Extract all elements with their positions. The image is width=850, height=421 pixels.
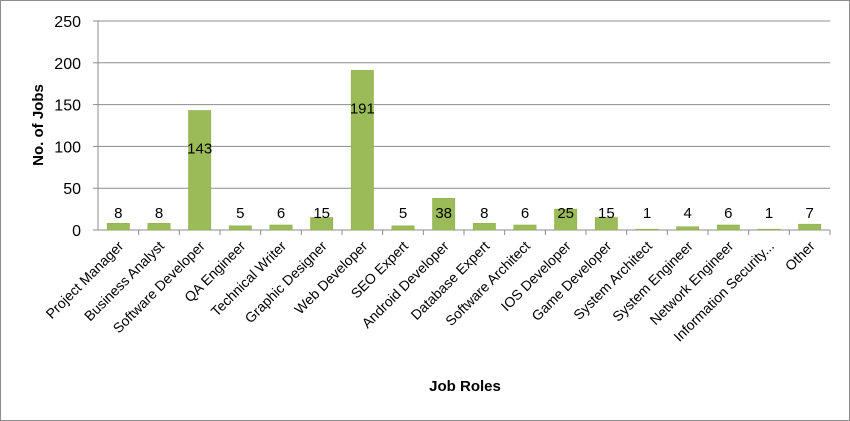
bar bbox=[228, 225, 252, 231]
data-label: 15 bbox=[313, 205, 330, 222]
data-label: 8 bbox=[114, 205, 122, 222]
bar bbox=[310, 217, 334, 231]
data-label: 8 bbox=[155, 205, 163, 222]
bar bbox=[594, 217, 618, 231]
bar bbox=[716, 224, 740, 231]
y-axis: 0 50 100 150 200 250 bbox=[54, 14, 99, 240]
data-label: 6 bbox=[277, 205, 285, 222]
data-label: 1 bbox=[765, 205, 773, 222]
data-label: 143 bbox=[187, 140, 212, 157]
data-label: 5 bbox=[399, 205, 407, 222]
bars bbox=[106, 70, 822, 231]
y-axis-title: No. of Jobs bbox=[30, 84, 47, 166]
bar bbox=[432, 197, 456, 231]
data-label: 6 bbox=[521, 205, 529, 222]
bar bbox=[188, 110, 212, 231]
data-label: 1 bbox=[643, 205, 651, 222]
data-labels: 8 8 143 5 6 15 191 5 38 8 6 25 15 1 4 6 1 7 bbox=[114, 100, 814, 222]
bar bbox=[350, 70, 374, 231]
data-label: 15 bbox=[598, 205, 615, 222]
y-tick-label: 150 bbox=[54, 98, 81, 115]
data-label: 6 bbox=[724, 205, 732, 222]
bar bbox=[513, 224, 537, 231]
bar bbox=[391, 225, 415, 231]
bar bbox=[635, 228, 659, 231]
bar bbox=[554, 208, 578, 231]
data-label: 5 bbox=[236, 205, 244, 222]
bar bbox=[147, 223, 171, 231]
gridlines bbox=[98, 20, 830, 189]
data-label: 4 bbox=[683, 205, 691, 222]
bar bbox=[676, 226, 700, 231]
y-tick-label: 50 bbox=[63, 181, 81, 198]
x-tick-label: Web Developer bbox=[291, 238, 371, 318]
data-label: 8 bbox=[480, 205, 488, 222]
x-tick-label: Other bbox=[782, 238, 818, 274]
x-axis-title: Job Roles bbox=[429, 378, 501, 395]
data-label: 25 bbox=[557, 205, 574, 222]
bar bbox=[269, 224, 293, 231]
bar bbox=[106, 223, 130, 231]
x-tick-label: IOS Developer bbox=[498, 238, 574, 314]
data-label: 38 bbox=[435, 205, 452, 222]
y-tick-label: 100 bbox=[54, 139, 81, 156]
bar bbox=[798, 223, 822, 231]
bar bbox=[757, 228, 781, 231]
y-tick-label: 0 bbox=[72, 223, 81, 240]
data-label: 7 bbox=[805, 205, 813, 222]
y-tick-label: 200 bbox=[54, 56, 81, 73]
y-tick-label: 250 bbox=[54, 14, 81, 31]
data-label: 191 bbox=[350, 100, 375, 117]
bar bbox=[472, 223, 496, 231]
